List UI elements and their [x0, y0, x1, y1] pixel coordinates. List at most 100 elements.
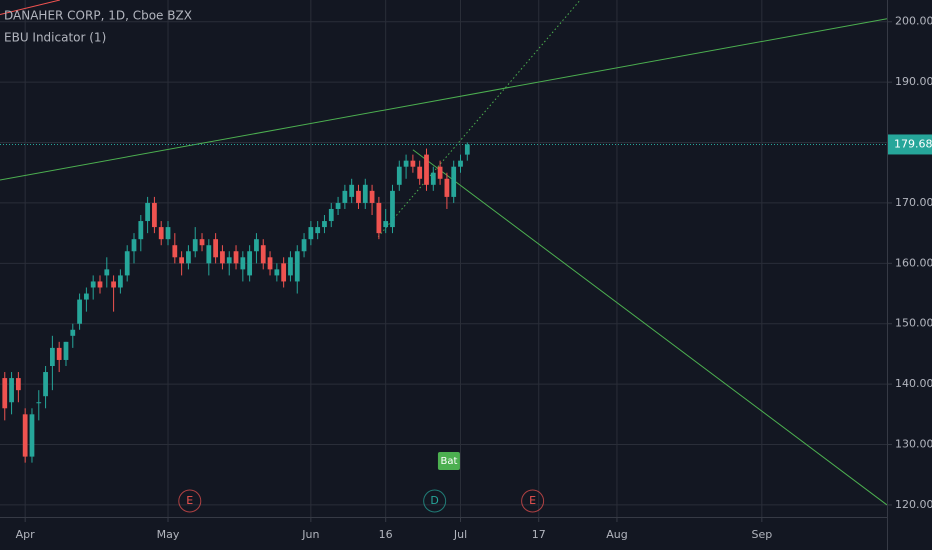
candle-body: [260, 245, 266, 264]
candle-body: [199, 239, 205, 246]
candle-body: [179, 257, 184, 264]
candle-body: [186, 251, 191, 264]
candle-body: [118, 275, 123, 288]
y-tick-label: 200.00: [895, 15, 932, 28]
candle-body: [369, 190, 375, 203]
last-price-label: 179.68: [894, 137, 932, 150]
candle-body: [49, 347, 55, 367]
event-marker: [178, 489, 202, 513]
badge-label: Bat: [440, 456, 457, 467]
candle-body: [315, 227, 321, 234]
candle-body: [233, 251, 239, 264]
candle-body: [165, 227, 171, 240]
candle-body: [172, 245, 178, 258]
badge: [437, 452, 460, 470]
candle-body: [396, 166, 402, 185]
candle-body: [9, 378, 14, 403]
candle-body: [192, 239, 198, 252]
candle-body: [29, 414, 35, 457]
x-tick-label: Jun: [301, 528, 319, 541]
candle-body: [22, 414, 28, 457]
x-tick-label: May: [157, 528, 180, 541]
trend-line: [0, 18, 888, 181]
candle-body: [430, 172, 436, 185]
y-tick-label: 140.00: [895, 377, 932, 390]
candle-body: [84, 293, 89, 300]
candle-body: [247, 251, 253, 276]
candle-body: [342, 190, 348, 203]
candle-body: [206, 245, 212, 264]
candle-body: [77, 299, 82, 324]
candle-body: [322, 221, 327, 228]
trend-line: [412, 149, 888, 506]
candle-body: [390, 190, 395, 228]
x-tick-label: 17: [532, 528, 546, 541]
event-label: D: [430, 494, 438, 507]
candle-body: [410, 160, 416, 167]
event-label: E: [529, 494, 536, 507]
candle-body: [131, 239, 137, 252]
candle-body: [356, 190, 361, 203]
candle-body: [349, 184, 355, 197]
candle-body: [376, 202, 382, 234]
candle-body: [437, 166, 443, 179]
candle-body: [458, 160, 463, 167]
candle-body: [111, 281, 116, 288]
last-price-tag: [888, 134, 932, 155]
candle-body: [274, 269, 280, 276]
candle-body: [158, 227, 164, 240]
candle-body: [56, 347, 62, 360]
candle-body: [424, 154, 429, 185]
candle-body: [2, 378, 8, 409]
candle-body: [70, 329, 76, 336]
candle-body: [294, 251, 300, 282]
candle-body: [138, 221, 144, 240]
y-tick-label: 150.00: [895, 317, 932, 330]
grid: [0, 0, 887, 517]
candle-body: [383, 221, 389, 228]
candle-body: [90, 281, 96, 288]
candle-body: [63, 341, 69, 360]
x-tick-label: 16: [379, 528, 393, 541]
x-tick-label: Apr: [16, 528, 36, 541]
y-tick-label: 190.00: [895, 75, 932, 88]
y-tick-label: 170.00: [895, 196, 932, 209]
candle-body: [288, 257, 293, 276]
candle-body: [308, 227, 314, 240]
y-tick-label: 160.00: [895, 256, 932, 269]
plot-area: E D E Bat: [0, 0, 888, 513]
candle-body: [281, 263, 287, 282]
candle-body: [362, 184, 368, 203]
candle-body: [254, 239, 259, 252]
chart-title: DANAHER CORP, 1D, Cboe BZX: [4, 9, 192, 23]
candle-body: [335, 202, 341, 209]
y-tick-label: 120.00: [895, 498, 932, 511]
x-tick-label: Jul: [453, 528, 467, 541]
candle-body: [267, 257, 273, 270]
candle-body: [240, 257, 246, 270]
candle-body: [145, 202, 150, 222]
candle-body: [15, 378, 21, 391]
candle-body: [124, 251, 130, 276]
x-tick-label: Sep: [751, 528, 772, 541]
candle-body: [451, 166, 457, 197]
x-tick-label: Aug: [606, 528, 627, 541]
candle-body: [104, 269, 110, 276]
event-label: E: [186, 494, 193, 507]
candle-body: [226, 257, 232, 264]
candle-body: [403, 160, 409, 167]
candle-body: [328, 208, 334, 222]
candle-body: [36, 402, 42, 404]
candle-body: [43, 372, 48, 397]
event-marker: [423, 489, 447, 513]
candle-body: [417, 166, 423, 179]
candle-body: [220, 251, 225, 264]
event-marker: [521, 489, 545, 513]
candle-body: [152, 202, 157, 228]
candle-body: [97, 281, 103, 288]
y-tick-label: 130.00: [895, 438, 932, 451]
indicator-label: EBU Indicator (1): [4, 31, 106, 45]
trend-line: [0, 0, 60, 15]
